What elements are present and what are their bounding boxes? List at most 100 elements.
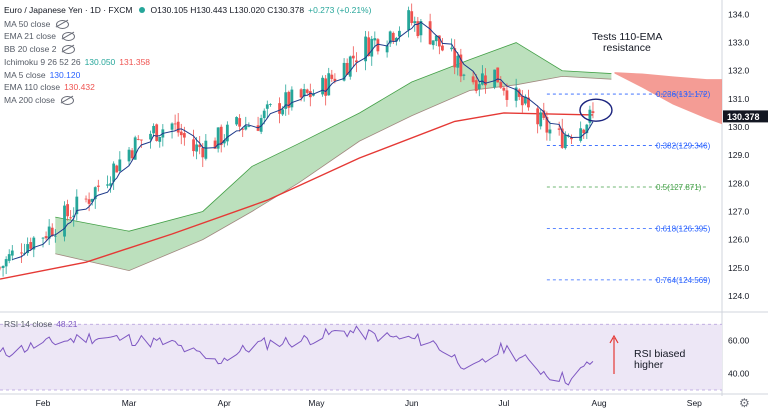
candle-body <box>333 78 337 82</box>
candle-body <box>47 226 51 239</box>
candle-body <box>471 76 475 83</box>
candle-body <box>247 126 251 128</box>
time-axis-tick-label: Jun <box>405 398 419 408</box>
candle-body <box>268 104 272 105</box>
legend-item[interactable]: EMA 110 close 130.432 <box>4 81 371 94</box>
candle-body <box>136 139 140 140</box>
candle-body <box>321 77 324 95</box>
price-change: +0.273 (+0.21%) <box>308 5 372 15</box>
legend-item-value: 130.050 <box>84 56 116 67</box>
price-axis-tick-label: 124.0 <box>728 291 750 301</box>
candle-body <box>235 117 238 125</box>
candle-body <box>450 47 454 50</box>
candle-body <box>548 129 552 134</box>
candle-body <box>527 97 530 108</box>
candle-body <box>499 82 503 88</box>
candle-body <box>302 89 306 97</box>
candle-body <box>428 21 432 45</box>
annotation-ema-text-line2: resistance <box>603 42 651 54</box>
legend-item[interactable]: MA 50 close <box>4 18 371 31</box>
resistance-highlight-ellipse <box>579 98 613 122</box>
candle-body <box>10 250 14 256</box>
time-axis-tick-label: May <box>308 398 325 408</box>
indicator-legend: Euro / Japanese Yen · 1D · FXCM O130.105… <box>4 4 371 107</box>
candle-body <box>308 91 312 98</box>
symbol-row: Euro / Japanese Yen · 1D · FXCM O130.105… <box>4 4 371 17</box>
time-axis-tick-label: Aug <box>592 398 607 408</box>
eye-hidden-icon[interactable] <box>61 95 75 105</box>
candle-body <box>330 74 334 79</box>
candle-body <box>364 36 368 62</box>
candle-body <box>324 78 328 96</box>
annotation-rsi-text-line2: higher <box>634 359 664 371</box>
legend-item-value: 130.120 <box>49 69 81 80</box>
candle-body <box>201 147 205 158</box>
candle-body <box>87 199 91 204</box>
candle-body <box>391 32 395 41</box>
price-axis-tick-label: 125.0 <box>728 263 750 273</box>
candle-body <box>370 38 374 57</box>
ema110-line <box>0 112 593 280</box>
legend-item-value: 130.432 <box>64 82 95 93</box>
legend-item-value: 131.358 <box>119 56 151 67</box>
candle-body <box>127 149 131 162</box>
candle-body <box>437 35 441 47</box>
fib-level-label: 0.5(127.871) <box>656 183 702 192</box>
candle-body <box>385 45 389 53</box>
price-axis-tick-label: 130.0 <box>728 122 750 132</box>
candle-body <box>90 198 94 202</box>
rsi-legend[interactable]: RSI 14 close 48.21 <box>4 319 77 329</box>
symbol-title[interactable]: Euro / Japanese Yen · 1D · FXCM <box>4 5 133 15</box>
candle-body <box>1 265 5 268</box>
candle-body <box>496 67 500 83</box>
candle-body <box>244 125 248 130</box>
candle-body <box>514 87 518 101</box>
candle-body <box>545 117 549 133</box>
candle-body <box>536 108 540 125</box>
candle-body <box>133 137 137 160</box>
candle-body <box>155 124 159 141</box>
candle-body <box>520 95 524 106</box>
candle-body <box>262 110 266 119</box>
candle-body <box>0 267 2 269</box>
candle-body <box>441 45 444 51</box>
legend-item[interactable]: Ichimoku 9 26 52 26 130.050 131.358 <box>4 56 371 69</box>
candle-body <box>69 217 73 219</box>
candle-body <box>342 62 346 81</box>
candle-body <box>29 242 33 249</box>
ohlc-values: O130.105 H130.443 L130.020 C130.378 <box>150 5 305 15</box>
gear-icon[interactable]: ⚙ <box>739 396 750 410</box>
legend-item[interactable]: MA 5 close 130.120 <box>4 69 371 82</box>
legend-item-label: BB 20 close 2 <box>4 44 57 55</box>
candle-body <box>456 55 460 68</box>
candle-body <box>20 252 23 254</box>
price-axis-tick-label: 132.0 <box>728 66 750 76</box>
candle-body <box>265 104 269 109</box>
candle-body <box>566 135 570 137</box>
legend-item[interactable]: BB 20 close 2 <box>4 43 371 56</box>
candle-body <box>106 184 109 186</box>
candle-body <box>582 129 586 134</box>
candle-body <box>557 128 561 130</box>
price-axis-tick-label: 131.0 <box>728 94 750 104</box>
eye-hidden-icon[interactable] <box>56 19 70 29</box>
candle-body <box>259 118 263 132</box>
candle-body <box>109 183 113 186</box>
rsi-legend-label: RSI 14 close <box>4 319 53 329</box>
candles <box>0 3 595 277</box>
legend-item[interactable]: EMA 21 close <box>4 30 371 43</box>
candle-body <box>284 92 288 109</box>
eye-hidden-icon[interactable] <box>61 32 75 42</box>
legend-item-label: MA 200 close <box>4 94 56 105</box>
candle-body <box>84 198 88 200</box>
legend-item-label: EMA 21 close <box>4 31 56 42</box>
candle-body <box>416 21 420 37</box>
candle-body <box>462 74 466 76</box>
candle-body <box>588 109 592 123</box>
ichimoku-cloud <box>55 42 612 271</box>
legend-item[interactable]: MA 200 close <box>4 94 371 107</box>
price-axis-tick-label: 126.0 <box>728 235 750 245</box>
fib-level-label: 0.236(131.172) <box>656 90 711 99</box>
eye-hidden-icon[interactable] <box>62 44 76 54</box>
